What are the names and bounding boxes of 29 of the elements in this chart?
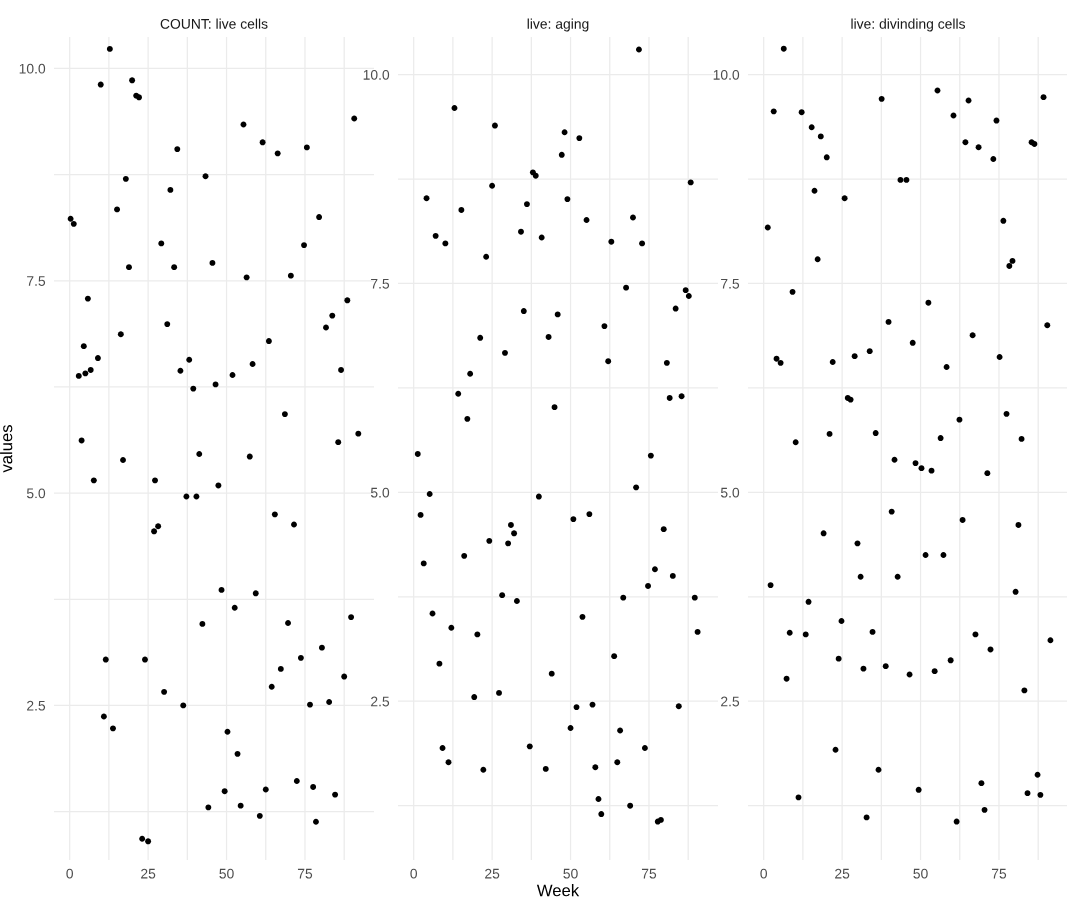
x-tick-label: 0 (760, 868, 768, 879)
x-tick-label: 25 (485, 868, 500, 879)
y-tick-label: 2.5 (371, 696, 390, 707)
y-tick-label: 5.0 (26, 488, 46, 499)
chart-title: live: divinding cells (851, 18, 966, 32)
y-tick-label: 7.5 (27, 276, 46, 286)
x-tick-label: 50 (219, 868, 234, 879)
x-tick-label: 75 (641, 868, 657, 879)
chart-title: live: aging (527, 18, 589, 32)
x-tick-label: 50 (913, 868, 928, 879)
x-axis-title: Week (536, 884, 580, 897)
y-tick-label: 10.0 (19, 63, 46, 74)
chart-title: COUNT: live cells (160, 18, 268, 29)
y-tick-label: 2.5 (721, 696, 740, 707)
y-axis-title: values (0, 425, 13, 473)
y-tick-label: 7.5 (721, 278, 740, 289)
x-tick-label: 75 (297, 868, 313, 879)
x-tick-label: 75 (991, 868, 1007, 879)
y-tick-label: 5.0 (720, 487, 740, 498)
x-tick-label: 25 (835, 868, 850, 879)
x-tick-label: 0 (66, 868, 74, 879)
x-tick-label: 0 (410, 868, 418, 879)
y-tick-label: 10.0 (713, 69, 740, 80)
x-tick-label: 50 (563, 868, 578, 879)
y-tick-label: 7.5 (371, 278, 390, 289)
y-tick-label: 2.5 (27, 700, 46, 711)
y-tick-label: 5.0 (370, 487, 390, 498)
y-tick-label: 10.0 (363, 69, 390, 80)
x-tick-label: 25 (141, 868, 156, 879)
